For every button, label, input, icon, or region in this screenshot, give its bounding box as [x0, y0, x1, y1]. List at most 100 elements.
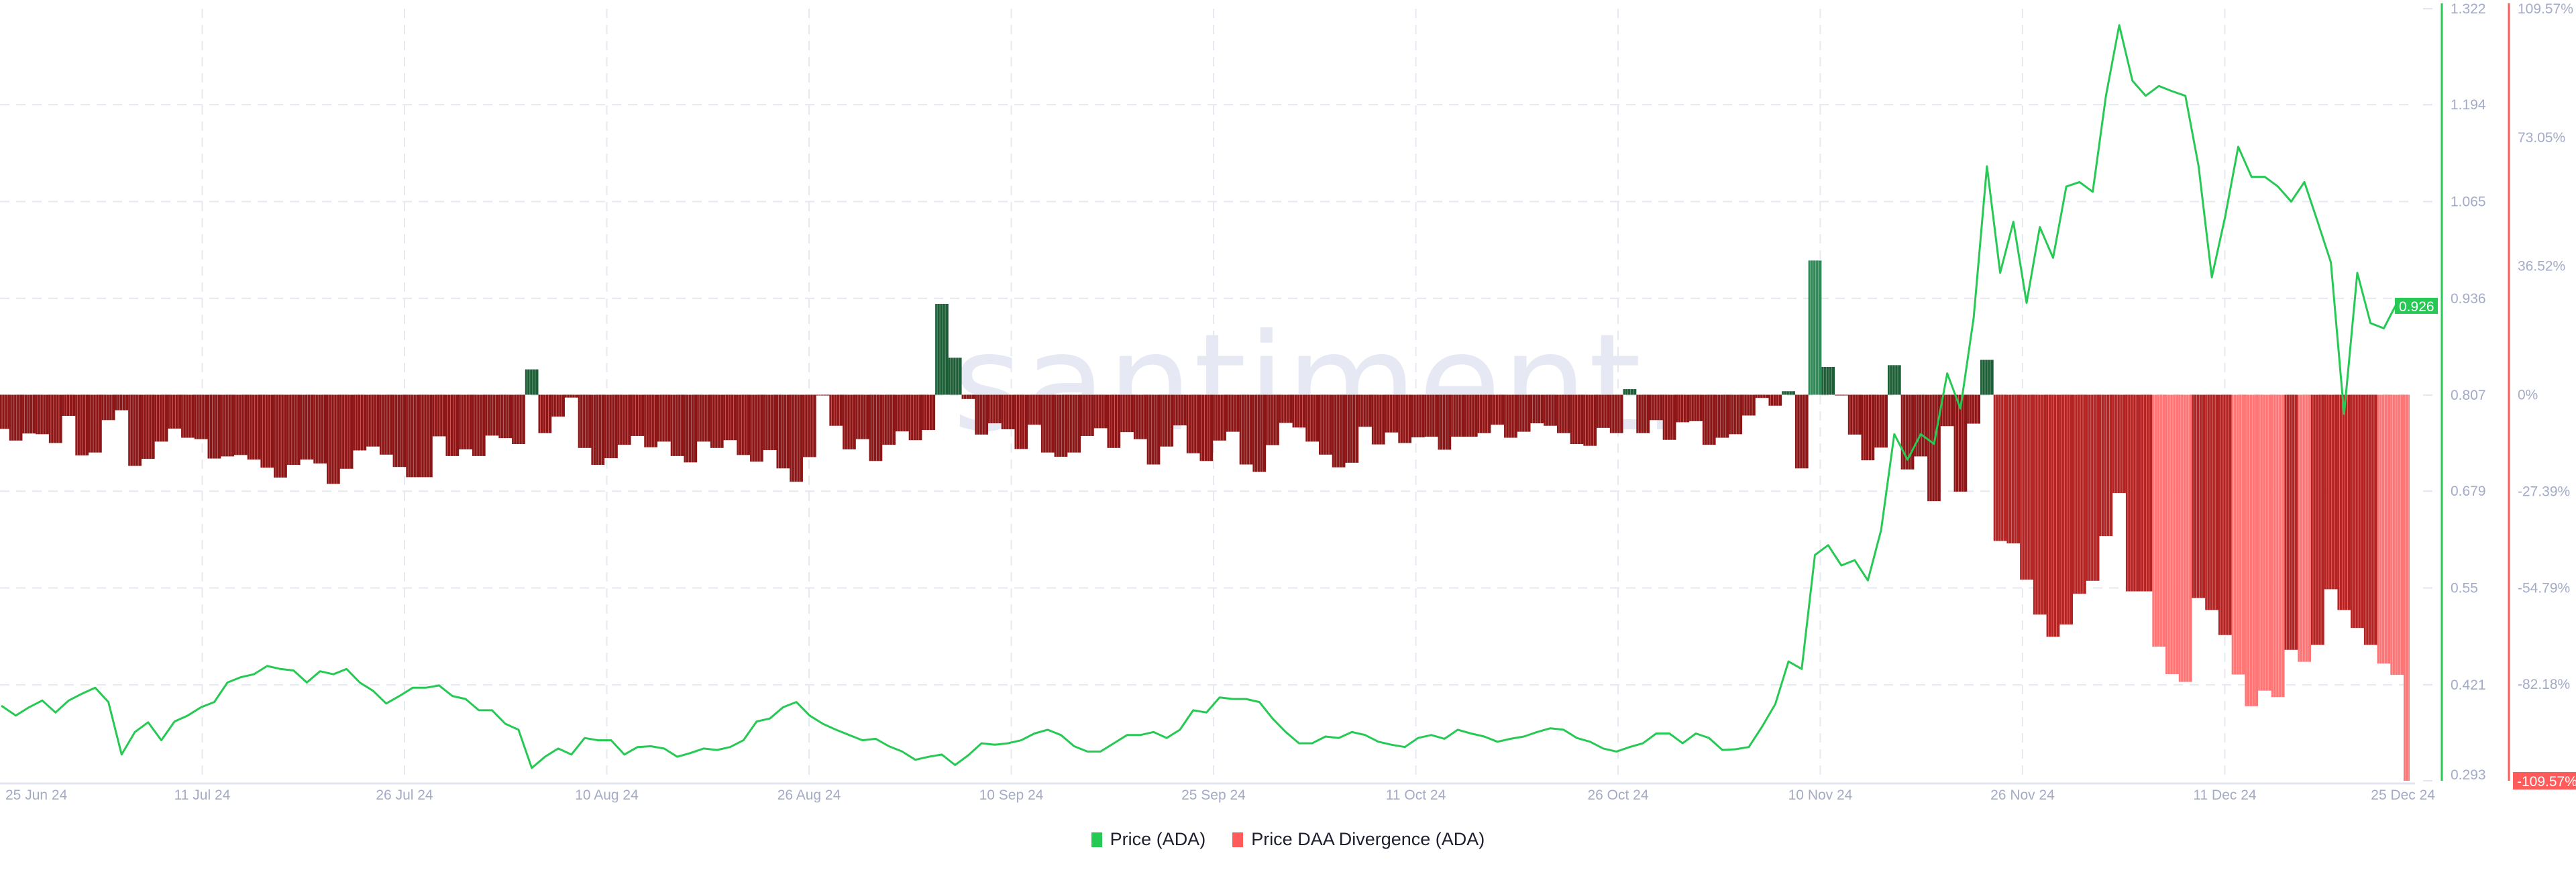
divergence-bar — [89, 394, 102, 453]
divergence-bar — [2363, 394, 2377, 645]
divergence-bar-fill — [816, 394, 830, 396]
divergence-bar-fill — [1755, 394, 1769, 398]
divergence-bar-fill — [512, 394, 525, 445]
divergence-bar — [1570, 394, 1584, 445]
divergence-bar — [2245, 394, 2259, 706]
divergence-bar-fill — [22, 394, 36, 434]
divergence-bar — [485, 394, 499, 436]
divergence-bar-fill — [1305, 394, 1319, 442]
divergence-bar-fill — [1556, 394, 1570, 433]
divergence-bar — [260, 394, 274, 468]
divergence-bar-fill — [286, 394, 301, 466]
divergence-bar — [1160, 394, 1174, 447]
divergence-bar — [829, 394, 843, 426]
x-tick-label: 25 Sep 24 — [1181, 787, 1246, 803]
legend-label-price: Price (ADA) — [1110, 829, 1206, 849]
divergence-bar-fill — [9, 394, 23, 441]
divergence-bar-fill — [1345, 394, 1359, 463]
divergence-bar — [525, 369, 539, 395]
divergence-tick-label: 73.05% — [2518, 130, 2565, 146]
x-tick-label: 11 Jul 24 — [174, 787, 231, 803]
divergence-tick-label: -27.39% — [2518, 484, 2570, 499]
legend-label-divergence: Price DAA Divergence (ADA) — [1251, 829, 1485, 849]
divergence-bar-fill — [551, 394, 565, 417]
divergence-bar-fill — [1742, 394, 1756, 416]
divergence-bar — [882, 394, 896, 445]
divergence-bar — [2099, 394, 2113, 537]
divergence-bar — [1173, 394, 1187, 426]
divergence-bar — [1768, 394, 1782, 406]
divergence-bar — [975, 394, 988, 435]
divergence-bar-fill — [790, 394, 803, 482]
divergence-bar — [459, 394, 472, 449]
legend-item-price[interactable]: Price (ADA) — [1091, 829, 1206, 850]
divergence-bar-fill — [101, 394, 115, 421]
divergence-bar — [1729, 394, 1743, 435]
divergence-bar — [115, 394, 129, 411]
divergence-bar — [2006, 394, 2021, 544]
divergence-bar-fill — [2284, 394, 2298, 650]
divergence-bar-fill — [154, 394, 168, 442]
divergence-bar-fill — [617, 394, 631, 445]
divergence-bar — [128, 394, 142, 466]
divergence-bar — [1491, 394, 1505, 425]
divergence-bar — [961, 394, 975, 399]
legend-item-divergence[interactable]: Price DAA Divergence (ADA) — [1232, 829, 1485, 850]
divergence-bar — [1358, 394, 1372, 427]
divergence-bar — [233, 394, 248, 455]
divergence-bar — [62, 394, 76, 417]
divergence-bar — [1332, 394, 1346, 468]
divergence-bar — [327, 394, 340, 484]
divergence-bar-fill — [802, 394, 816, 457]
divergence-bar-fill — [1544, 394, 1557, 426]
divergence-bar-fill — [843, 394, 856, 449]
divergence-bar — [432, 394, 446, 437]
divergence-bar — [1544, 394, 1557, 426]
divergence-bar — [2351, 394, 2364, 629]
divergence-bar — [2125, 394, 2139, 592]
divergence-bar-fill — [2178, 394, 2192, 682]
price-tick-label: 0.55 — [2451, 581, 2478, 596]
divergence-bar — [2165, 394, 2179, 675]
divergence-bar-fill — [2033, 394, 2047, 615]
divergence-bar — [512, 394, 525, 445]
divergence-bar-fill — [1597, 394, 1610, 428]
divergence-bar-fill — [670, 394, 684, 456]
divergence-bars — [0, 260, 2410, 781]
divergence-axis: 109.57% 73.05% 36.52% 0% -27.39% -54.79% -82.1… — [2508, 1, 2576, 789]
current-price-badge — [2395, 297, 2438, 314]
divergence-tick-label: 36.52% — [2518, 259, 2565, 274]
divergence-bar — [247, 394, 261, 460]
divergence-bar — [1715, 394, 1729, 438]
divergence-bar-fill — [2271, 394, 2285, 698]
divergence-bar — [2218, 394, 2232, 635]
divergence-bar — [168, 394, 182, 429]
divergence-bar — [2311, 394, 2324, 645]
divergence-bar-fill — [1874, 394, 1888, 448]
divergence-bar-fill — [339, 394, 354, 469]
divergence-bar — [1900, 394, 1915, 470]
divergence-bar — [1279, 394, 1293, 423]
divergence-bar-fill — [1120, 394, 1134, 433]
divergence-bar-fill — [631, 394, 645, 436]
divergence-bar — [1835, 394, 1848, 396]
divergence-bar-fill — [1570, 394, 1584, 445]
divergence-bar-fill — [538, 394, 552, 433]
divergence-bar — [2377, 394, 2391, 664]
divergence-bar-fill — [247, 394, 261, 460]
divergence-bar — [75, 394, 89, 455]
divergence-bar — [1702, 394, 1716, 445]
divergence-bar — [2404, 394, 2410, 781]
divergence-bar-fill — [445, 394, 460, 456]
divergence-bar — [750, 394, 763, 462]
divergence-bar-fill — [2245, 394, 2259, 706]
divergence-bar-fill — [975, 394, 988, 435]
divergence-bar — [2046, 394, 2060, 637]
divergence-bar — [1199, 394, 1214, 461]
divergence-bar — [1226, 394, 1240, 432]
divergence-bar — [591, 394, 605, 466]
divergence-bar-fill — [75, 394, 89, 455]
divergence-bar-fill — [1146, 394, 1161, 465]
divergence-bar-fill — [1014, 394, 1028, 449]
divergence-bar-fill — [1821, 367, 1835, 395]
